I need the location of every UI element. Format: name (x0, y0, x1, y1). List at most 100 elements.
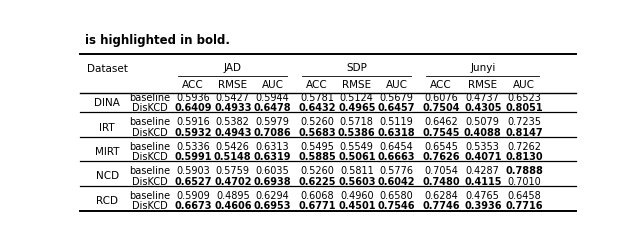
Text: 0.7546: 0.7546 (378, 201, 415, 211)
Text: 0.6035: 0.6035 (255, 166, 289, 176)
Text: 0.6313: 0.6313 (255, 142, 289, 152)
Text: 0.6673: 0.6673 (174, 201, 212, 211)
Text: baseline: baseline (129, 118, 170, 127)
Text: 0.5061: 0.5061 (338, 152, 376, 162)
Text: baseline: baseline (129, 191, 170, 201)
Text: 0.6527: 0.6527 (174, 177, 212, 187)
Text: 0.4737: 0.4737 (466, 93, 500, 103)
Text: 0.6458: 0.6458 (508, 191, 541, 201)
Text: 0.5353: 0.5353 (466, 142, 500, 152)
Text: 0.5811: 0.5811 (340, 166, 374, 176)
Text: 0.7626: 0.7626 (422, 152, 460, 162)
Text: 0.8147: 0.8147 (506, 128, 543, 138)
Text: 0.5495: 0.5495 (300, 142, 334, 152)
Text: 0.4965: 0.4965 (338, 103, 376, 114)
Text: 0.7716: 0.7716 (506, 201, 543, 211)
Text: baseline: baseline (129, 166, 170, 176)
Text: RCD: RCD (96, 196, 118, 206)
Text: 0.7262: 0.7262 (508, 142, 541, 152)
Text: 0.7746: 0.7746 (422, 201, 460, 211)
Text: 0.5944: 0.5944 (255, 93, 289, 103)
Text: 0.8130: 0.8130 (506, 152, 543, 162)
Text: SDP: SDP (346, 63, 367, 73)
Text: 0.5781: 0.5781 (300, 93, 334, 103)
Text: Junyi: Junyi (470, 63, 495, 73)
Text: 0.7480: 0.7480 (422, 177, 460, 187)
Text: 0.4895: 0.4895 (216, 191, 250, 201)
Text: 0.6938: 0.6938 (253, 177, 291, 187)
Text: 0.6454: 0.6454 (380, 142, 413, 152)
Text: 0.4933: 0.4933 (214, 103, 252, 114)
Text: baseline: baseline (129, 93, 170, 103)
Text: 0.5119: 0.5119 (380, 118, 413, 127)
Text: 0.5718: 0.5718 (340, 118, 374, 127)
Text: is highlighted in bold.: is highlighted in bold. (85, 33, 230, 47)
Text: 0.5916: 0.5916 (176, 118, 210, 127)
Text: 0.7888: 0.7888 (506, 166, 543, 176)
Text: 0.6409: 0.6409 (174, 103, 212, 114)
Text: 0.4501: 0.4501 (338, 201, 376, 211)
Text: 0.6225: 0.6225 (298, 177, 336, 187)
Text: baseline: baseline (129, 142, 170, 152)
Text: 0.6545: 0.6545 (424, 142, 458, 152)
Text: 0.5683: 0.5683 (298, 128, 336, 138)
Text: 0.5427: 0.5427 (216, 93, 250, 103)
Text: DisKCD: DisKCD (132, 152, 167, 162)
Text: JAD: JAD (224, 63, 242, 73)
Text: 0.7504: 0.7504 (422, 103, 460, 114)
Text: 0.6457: 0.6457 (378, 103, 415, 114)
Text: NCD: NCD (96, 171, 119, 181)
Text: 0.3936: 0.3936 (464, 201, 502, 211)
Text: 0.6319: 0.6319 (253, 152, 291, 162)
Text: RMSE: RMSE (342, 80, 371, 90)
Text: 0.5909: 0.5909 (176, 191, 210, 201)
Text: IRT: IRT (99, 123, 115, 133)
Text: 0.7235: 0.7235 (508, 118, 541, 127)
Text: 0.4702: 0.4702 (214, 177, 252, 187)
Text: 0.6042: 0.6042 (378, 177, 415, 187)
Text: 0.5260: 0.5260 (300, 166, 334, 176)
Text: DINA: DINA (94, 98, 120, 108)
Text: 0.6284: 0.6284 (424, 191, 458, 201)
Text: 0.6523: 0.6523 (508, 93, 541, 103)
Text: 0.5124: 0.5124 (340, 93, 374, 103)
Text: 0.4943: 0.4943 (214, 128, 252, 138)
Text: 0.6663: 0.6663 (378, 152, 415, 162)
Text: ACC: ACC (306, 80, 328, 90)
Text: DisKCD: DisKCD (132, 201, 167, 211)
Text: AUC: AUC (262, 80, 284, 90)
Text: 0.5776: 0.5776 (380, 166, 413, 176)
Text: 0.5932: 0.5932 (174, 128, 212, 138)
Text: 0.7545: 0.7545 (422, 128, 460, 138)
Text: 0.6478: 0.6478 (253, 103, 291, 114)
Text: 0.5979: 0.5979 (255, 118, 289, 127)
Text: MIRT: MIRT (95, 147, 120, 157)
Text: 0.4071: 0.4071 (464, 152, 502, 162)
Text: 0.5936: 0.5936 (176, 93, 210, 103)
Text: 0.6953: 0.6953 (253, 201, 291, 211)
Text: ACC: ACC (182, 80, 204, 90)
Text: Dataset: Dataset (87, 64, 128, 74)
Text: DisKCD: DisKCD (132, 103, 167, 114)
Text: 0.5679: 0.5679 (380, 93, 413, 103)
Text: 0.7086: 0.7086 (253, 128, 291, 138)
Text: 0.4606: 0.4606 (214, 201, 252, 211)
Text: 0.4960: 0.4960 (340, 191, 374, 201)
Text: 0.6771: 0.6771 (298, 201, 336, 211)
Text: 0.4115: 0.4115 (464, 177, 502, 187)
Text: ACC: ACC (430, 80, 452, 90)
Text: RMSE: RMSE (468, 80, 497, 90)
Text: AUC: AUC (513, 80, 536, 90)
Text: 0.5260: 0.5260 (300, 118, 334, 127)
Text: 0.7054: 0.7054 (424, 166, 458, 176)
Text: 0.6318: 0.6318 (378, 128, 415, 138)
Text: 0.4088: 0.4088 (464, 128, 502, 138)
Text: AUC: AUC (385, 80, 408, 90)
Text: 0.5903: 0.5903 (176, 166, 210, 176)
Text: 0.5885: 0.5885 (298, 152, 336, 162)
Text: 0.7010: 0.7010 (508, 177, 541, 187)
Text: RMSE: RMSE (218, 80, 247, 90)
Text: 0.6294: 0.6294 (255, 191, 289, 201)
Text: 0.5382: 0.5382 (216, 118, 250, 127)
Text: 0.5148: 0.5148 (214, 152, 252, 162)
